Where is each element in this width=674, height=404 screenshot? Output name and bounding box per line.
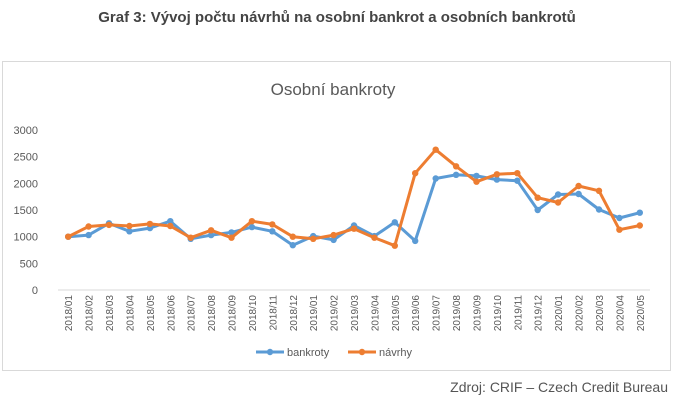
data-point bbox=[473, 172, 480, 180]
data-point bbox=[167, 222, 174, 230]
data-point bbox=[105, 221, 113, 229]
data-point bbox=[595, 187, 603, 194]
data-point bbox=[248, 223, 256, 231]
x-tick-label: 2019/09 bbox=[472, 295, 483, 332]
chart-frame bbox=[2, 61, 671, 371]
legend-label: návrhy bbox=[379, 347, 413, 359]
x-tick-label: 2019/07 bbox=[432, 295, 443, 332]
x-tick-label: 2019/06 bbox=[411, 295, 422, 332]
data-point bbox=[269, 228, 276, 235]
legend-swatch-marker bbox=[358, 348, 366, 356]
x-tick-label: 2018/11 bbox=[268, 295, 279, 331]
legend-swatch-marker bbox=[266, 348, 274, 356]
x-tick-label: 2018/01 bbox=[64, 295, 75, 332]
data-point bbox=[493, 171, 501, 178]
data-point bbox=[228, 234, 235, 241]
source-note: Zdroj: CRIF – Czech Credit Bureau bbox=[450, 379, 668, 395]
x-tick-label: 2020/05 bbox=[636, 295, 647, 332]
data-point bbox=[554, 191, 562, 198]
legend-label: bankroty bbox=[287, 347, 330, 359]
data-point bbox=[126, 228, 133, 235]
data-point bbox=[514, 170, 521, 177]
data-point bbox=[452, 171, 460, 178]
x-tick-label: 2020/03 bbox=[595, 295, 606, 332]
data-point bbox=[554, 199, 562, 206]
y-tick-label: 2000 bbox=[14, 178, 38, 190]
series-line-0 bbox=[68, 173, 641, 247]
data-point bbox=[595, 206, 603, 213]
x-tick-label: 2019/04 bbox=[370, 295, 381, 332]
data-point bbox=[269, 221, 276, 228]
data-point bbox=[534, 194, 541, 201]
y-tick-label: 1000 bbox=[14, 232, 38, 244]
x-tick-label: 2018/10 bbox=[248, 295, 259, 332]
x-tick-label: 2019/05 bbox=[391, 295, 402, 332]
data-point bbox=[575, 190, 582, 198]
x-tick-label: 2018/09 bbox=[228, 295, 239, 332]
data-point bbox=[126, 222, 133, 230]
data-point bbox=[575, 182, 582, 190]
x-tick-label: 2018/12 bbox=[289, 295, 300, 332]
data-point bbox=[187, 234, 194, 241]
x-tick-label: 2018/07 bbox=[187, 295, 198, 332]
x-tick-label: 2020/04 bbox=[615, 295, 626, 332]
data-point bbox=[330, 236, 337, 244]
page-title: Graf 3: Vývoj počtu návrhů na osobní ban… bbox=[98, 9, 576, 26]
x-tick-label: 2019/11 bbox=[513, 295, 524, 331]
chart-title: Osobní bankroty bbox=[271, 80, 396, 99]
data-point bbox=[432, 175, 439, 182]
x-tick-label: 2018/08 bbox=[207, 295, 218, 332]
data-point bbox=[146, 220, 154, 228]
data-point bbox=[289, 242, 296, 249]
data-point bbox=[452, 163, 460, 170]
data-point bbox=[391, 242, 398, 249]
data-point bbox=[514, 177, 521, 184]
x-tick-label: 2020/01 bbox=[554, 295, 565, 332]
x-tick-label: 2020/02 bbox=[575, 295, 586, 332]
data-point bbox=[350, 225, 358, 232]
y-tick-label: 1500 bbox=[14, 205, 38, 217]
data-point bbox=[391, 219, 398, 226]
x-tick-label: 2018/04 bbox=[125, 295, 136, 332]
data-point bbox=[534, 206, 541, 214]
data-point bbox=[228, 229, 235, 236]
data-point bbox=[616, 214, 623, 222]
y-tick-label: 500 bbox=[20, 258, 38, 270]
data-point bbox=[85, 223, 92, 230]
data-point bbox=[616, 226, 623, 233]
x-tick-label: 2019/03 bbox=[350, 295, 361, 332]
x-tick-label: 2018/02 bbox=[85, 295, 96, 332]
data-point bbox=[412, 170, 419, 177]
data-point bbox=[412, 237, 419, 245]
x-tick-label: 2019/08 bbox=[452, 295, 463, 332]
data-point bbox=[310, 235, 317, 242]
data-point bbox=[473, 178, 480, 185]
x-tick-label: 2019/10 bbox=[493, 295, 504, 332]
data-point bbox=[207, 231, 215, 239]
x-tick-label: 2019/02 bbox=[330, 295, 341, 332]
x-tick-label: 2019/12 bbox=[534, 295, 545, 332]
data-point bbox=[207, 227, 215, 234]
y-tick-label: 2500 bbox=[14, 152, 38, 164]
x-tick-label: 2018/03 bbox=[105, 295, 116, 332]
data-point bbox=[85, 231, 92, 239]
data-point bbox=[636, 209, 643, 216]
x-tick-label: 2018/06 bbox=[166, 295, 177, 332]
data-point bbox=[167, 218, 174, 225]
data-point bbox=[636, 222, 643, 229]
data-point bbox=[248, 218, 256, 225]
data-point bbox=[65, 233, 72, 240]
x-tick-label: 2019/01 bbox=[309, 295, 320, 332]
x-tick-label: 2018/05 bbox=[146, 295, 157, 332]
y-tick-label: 3000 bbox=[14, 125, 38, 137]
data-point bbox=[493, 176, 501, 183]
data-point bbox=[289, 233, 296, 240]
y-tick-label: 0 bbox=[32, 285, 38, 297]
data-point bbox=[330, 231, 337, 239]
data-point bbox=[432, 146, 439, 153]
data-point bbox=[371, 234, 378, 241]
